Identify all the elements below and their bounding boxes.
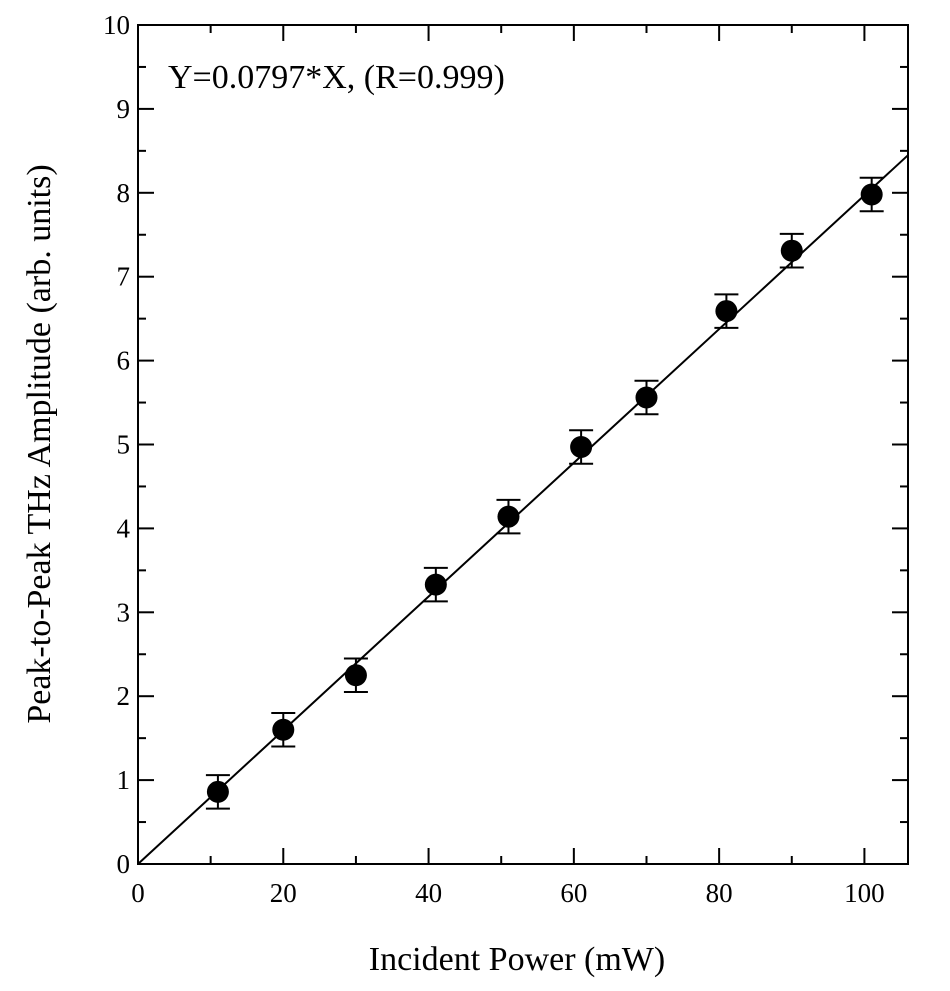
- marker: [497, 505, 520, 528]
- data-points: [205, 176, 884, 810]
- marker: [570, 436, 593, 459]
- data-point: [779, 232, 804, 269]
- y-tick-label: 3: [117, 597, 131, 627]
- x-axis-title: Incident Power (mW): [369, 941, 665, 978]
- marker: [272, 718, 295, 741]
- x-tick-label: 60: [560, 878, 587, 908]
- y-tick-label: 5: [117, 430, 131, 460]
- marker: [344, 664, 367, 687]
- marker: [860, 183, 883, 206]
- fit-annotation: Y=0.0797*X, (R=0.999): [168, 59, 505, 96]
- y-tick-label: 8: [117, 178, 131, 208]
- x-tick-label: 0: [131, 878, 145, 908]
- y-tick-label: 6: [117, 346, 131, 376]
- axis-tick-labels: 0 20 40 60 80 100 0 1 2 3 4 5 6 7 8 9 10: [103, 10, 885, 908]
- y-tick-label: 0: [117, 849, 131, 879]
- marker: [424, 573, 447, 596]
- marker: [206, 780, 229, 803]
- x-tick-label: 20: [270, 878, 297, 908]
- x-tick-label: 40: [415, 878, 442, 908]
- axis-ticks: [137, 24, 908, 865]
- marker: [780, 239, 803, 262]
- data-point: [343, 657, 368, 694]
- y-tick-label: 10: [103, 10, 130, 40]
- data-point: [205, 774, 230, 810]
- data-point: [634, 379, 659, 416]
- y-tick-label: 7: [117, 262, 131, 292]
- data-point: [569, 429, 594, 465]
- data-point: [859, 176, 884, 213]
- data-point: [496, 498, 521, 535]
- data-point: [714, 293, 739, 329]
- marker: [635, 386, 658, 409]
- y-tick-label: 9: [117, 94, 131, 124]
- data-point: [271, 711, 296, 748]
- fit-line: [137, 154, 909, 865]
- x-tick-label: 80: [706, 878, 733, 908]
- data-point: [423, 566, 448, 603]
- x-tick-label: 100: [844, 878, 885, 908]
- plot-frame: [137, 24, 909, 865]
- y-axis-title: Peak-to-Peak THz Amplitude (arb. units): [21, 164, 58, 723]
- y-tick-label: 1: [117, 765, 131, 795]
- marker: [715, 300, 738, 323]
- y-tick-label: 4: [117, 513, 131, 543]
- y-tick-label: 2: [117, 681, 131, 711]
